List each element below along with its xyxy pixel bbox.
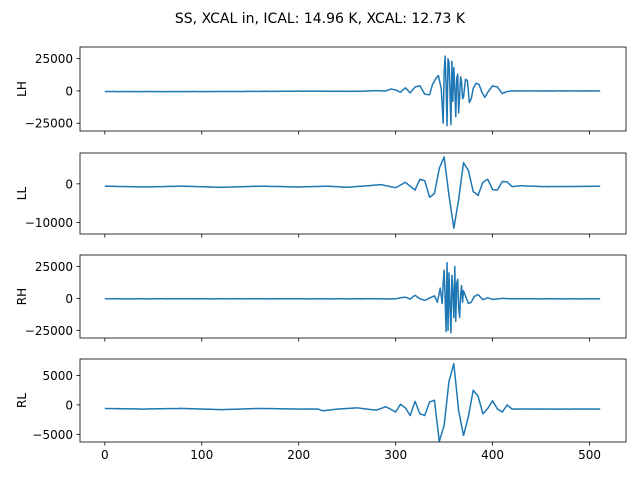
y-tick-label: 25000 — [35, 52, 73, 66]
axes-frame — [79, 152, 627, 235]
axes-frame — [79, 358, 627, 443]
y-tick-label: −10000 — [25, 216, 73, 230]
y-axis-label: LH — [15, 81, 29, 97]
series-line-rl — [104, 362, 601, 442]
y-tick-label: 0 — [65, 177, 73, 191]
y-tick-label: 25000 — [35, 260, 73, 274]
x-tick-label: 100 — [190, 448, 213, 462]
x-tick-label: 0 — [101, 448, 109, 462]
y-tick-label: 5000 — [42, 369, 73, 383]
y-axis-label: RL — [15, 393, 29, 408]
axes-frame — [79, 254, 627, 339]
subplots: −25000 0 25000 LH −10000 0 LL −25000 0 25000 RH −50… — [15, 46, 627, 462]
y-tick-label: 0 — [65, 84, 73, 98]
y-tick-label: −5000 — [32, 428, 73, 442]
subplot-rh: −25000 0 25000 RH — [15, 254, 627, 342]
subplot-ll: −10000 0 LL — [15, 152, 627, 238]
y-tick-label: 0 — [65, 398, 73, 412]
y-tick-label: 0 — [65, 292, 73, 306]
y-axis-label: LL — [15, 187, 29, 201]
series-line-rh — [104, 261, 601, 334]
subplot-lh: −25000 0 25000 LH — [15, 46, 627, 135]
x-tick-label: 200 — [287, 448, 310, 462]
x-tick-label: 300 — [384, 448, 407, 462]
y-axis-label: RH — [15, 288, 29, 305]
subplot-rl: −5000 0 5000 RL 0 100 200 300 400 500 — [15, 358, 627, 462]
figure-title: SS, XCAL in, ICAL: 14.96 K, XCAL: 12.73 … — [175, 11, 466, 27]
y-tick-label: −25000 — [25, 117, 73, 131]
series-line-ll — [104, 156, 601, 230]
x-tick-label: 400 — [481, 448, 504, 462]
series-line-lh — [104, 55, 601, 127]
y-tick-label: −25000 — [25, 324, 73, 338]
axes-frame — [79, 46, 627, 132]
x-tick-label: 500 — [578, 448, 601, 462]
